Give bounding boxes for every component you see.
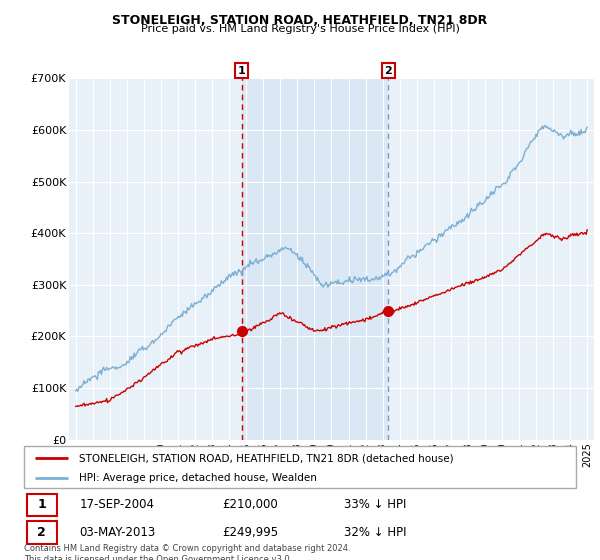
Text: 33% ↓ HPI: 33% ↓ HPI xyxy=(344,498,407,511)
Text: Price paid vs. HM Land Registry's House Price Index (HPI): Price paid vs. HM Land Registry's House … xyxy=(140,24,460,34)
Text: Contains HM Land Registry data © Crown copyright and database right 2024.
This d: Contains HM Land Registry data © Crown c… xyxy=(24,544,350,560)
Text: 1: 1 xyxy=(238,66,245,76)
Text: 1: 1 xyxy=(37,498,46,511)
Text: 17-SEP-2004: 17-SEP-2004 xyxy=(79,498,154,511)
Text: STONELEIGH, STATION ROAD, HEATHFIELD, TN21 8DR: STONELEIGH, STATION ROAD, HEATHFIELD, TN… xyxy=(112,14,488,27)
Bar xyxy=(241,78,388,440)
Text: HPI: Average price, detached house, Wealden: HPI: Average price, detached house, Weal… xyxy=(79,473,317,483)
Text: £249,995: £249,995 xyxy=(223,526,279,539)
Text: 2: 2 xyxy=(37,526,46,539)
Text: 03-MAY-2013: 03-MAY-2013 xyxy=(79,526,155,539)
Text: 2: 2 xyxy=(385,66,392,76)
Text: 32% ↓ HPI: 32% ↓ HPI xyxy=(344,526,407,539)
Text: STONELEIGH, STATION ROAD, HEATHFIELD, TN21 8DR (detached house): STONELEIGH, STATION ROAD, HEATHFIELD, TN… xyxy=(79,453,454,463)
FancyBboxPatch shape xyxy=(27,494,57,516)
Text: £210,000: £210,000 xyxy=(223,498,278,511)
FancyBboxPatch shape xyxy=(27,521,57,544)
